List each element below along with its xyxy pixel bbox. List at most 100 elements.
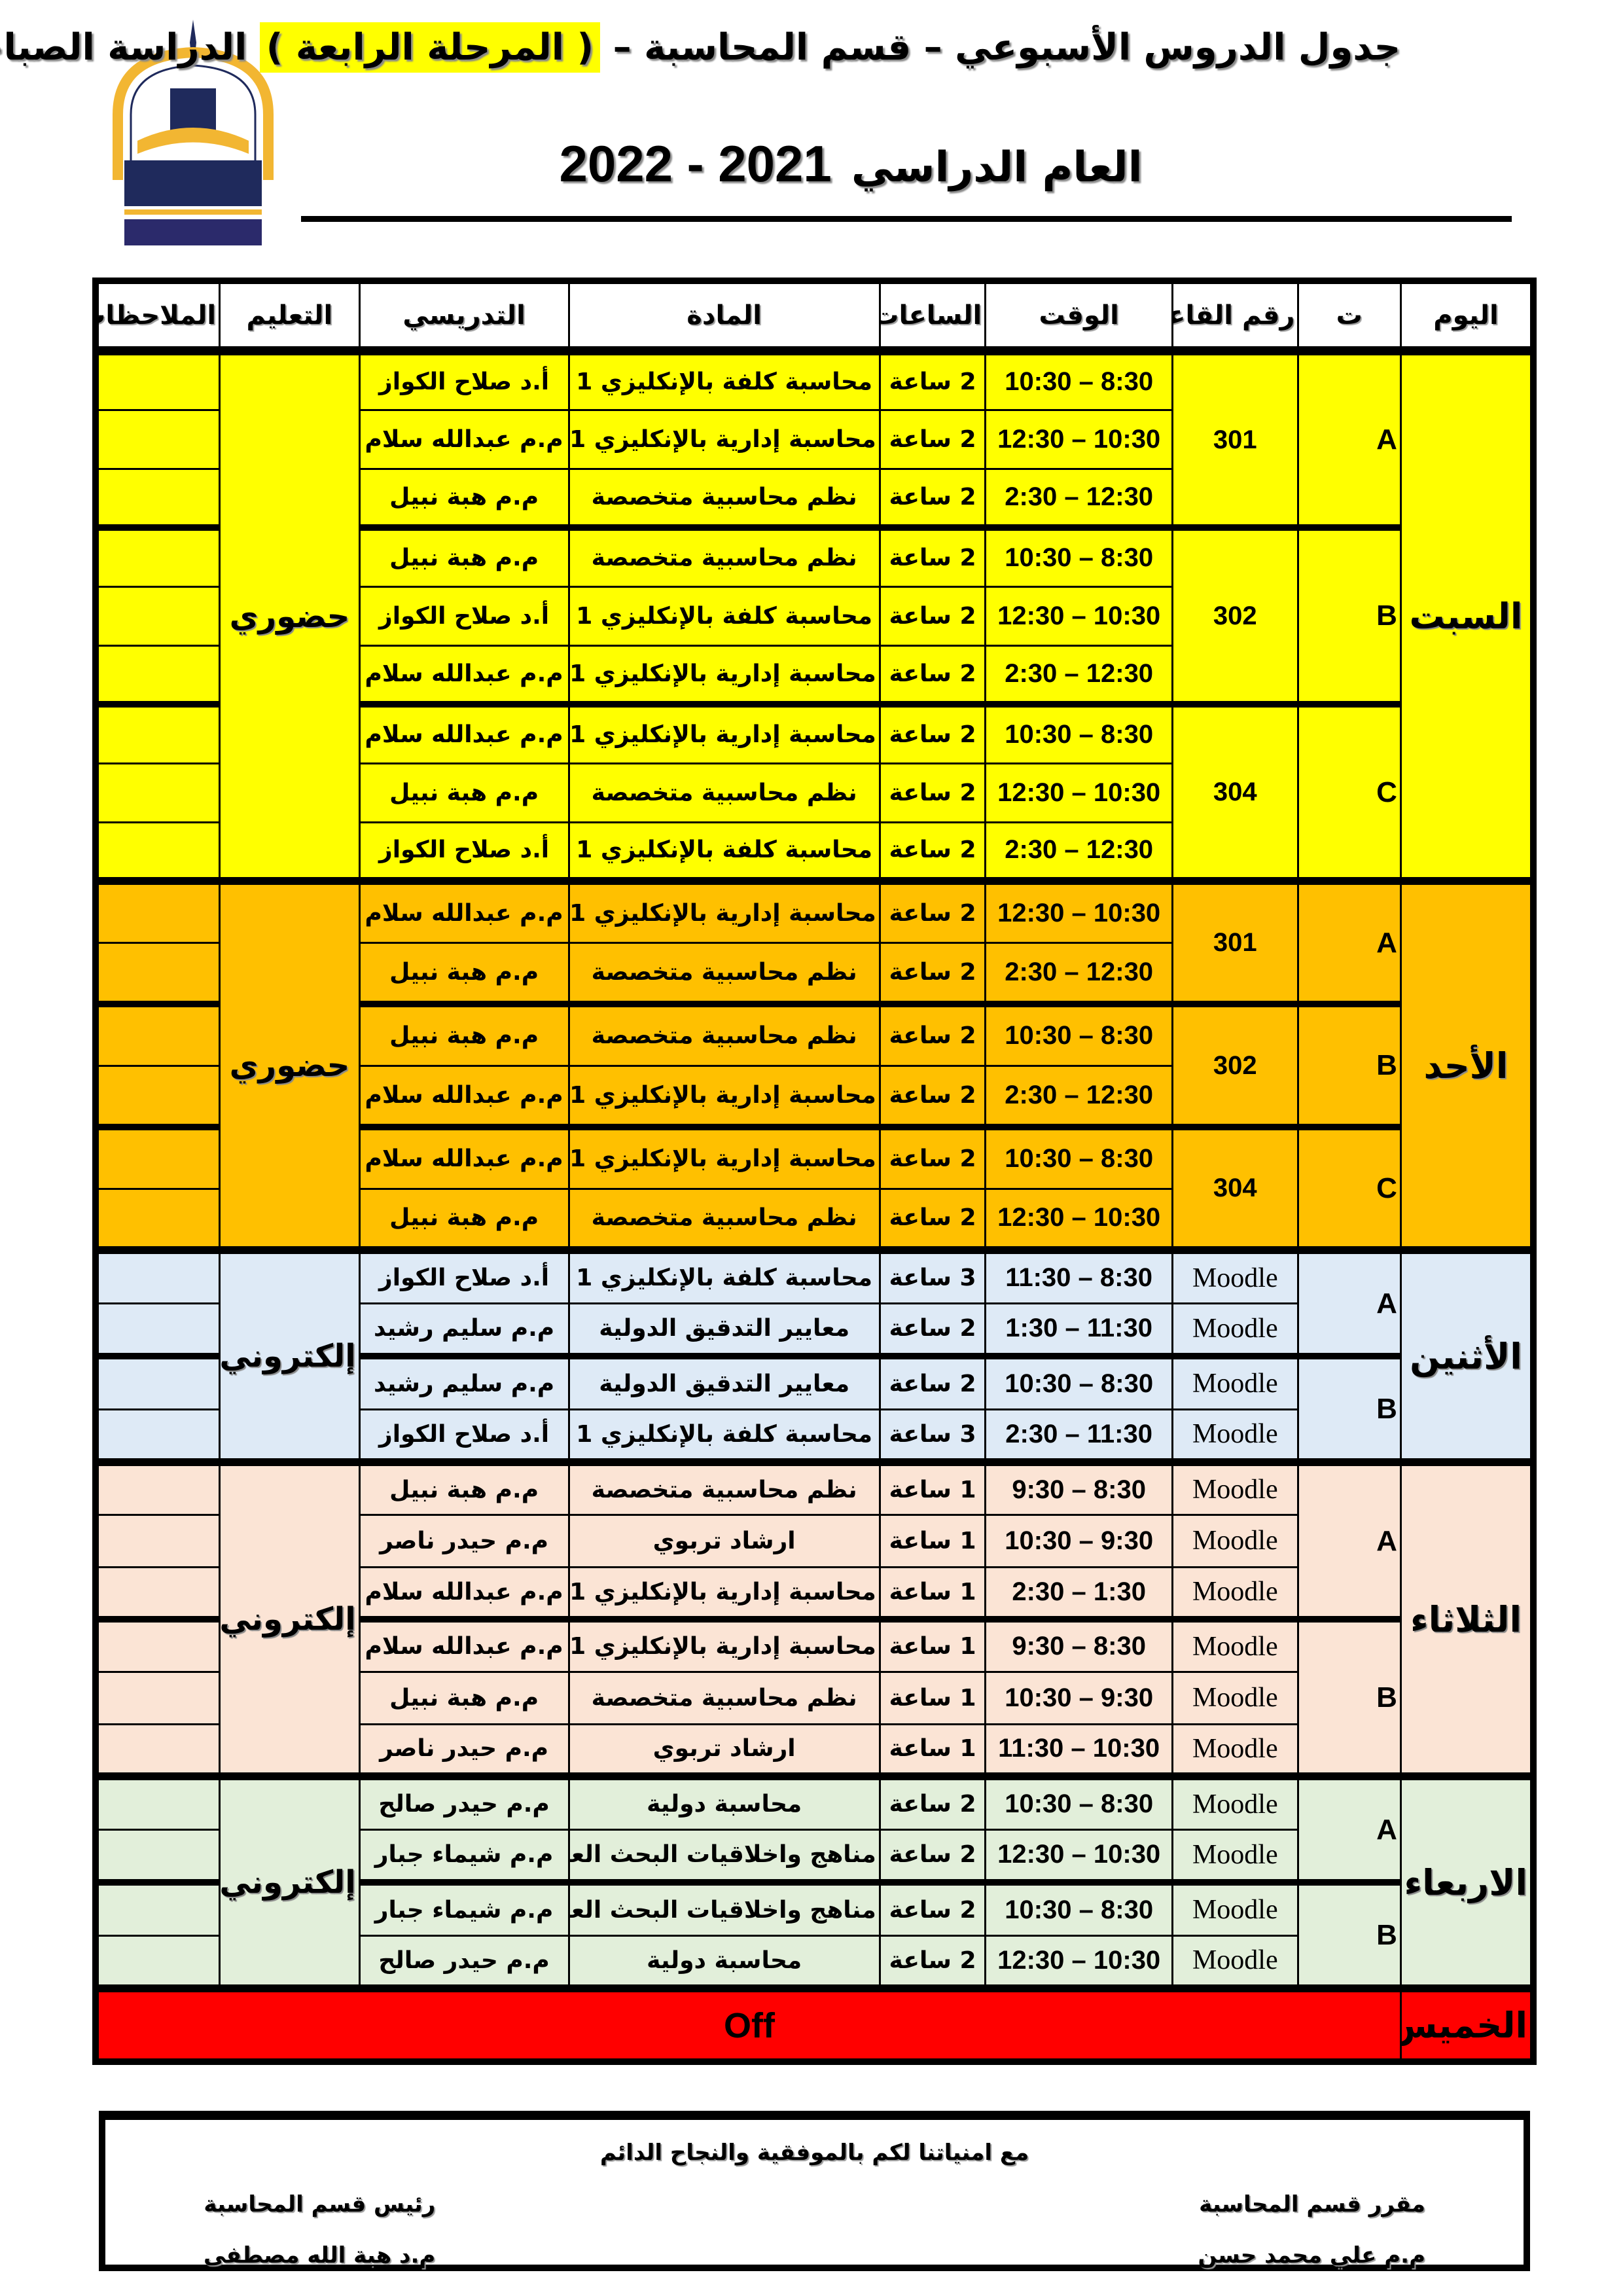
subject-name: معايير التدقيق الدولية [567,1302,881,1357]
teacher-name: م.م هبة نبيل [358,1670,570,1725]
time-slot: 12:30 – 2:30 [984,644,1174,706]
class-label: Class A [1296,1246,1402,1357]
subject-name: ارشاد تربوي [567,1723,881,1778]
subject-name: نظم محاسبية متخصصة [567,941,881,1005]
class-label: Class B [1296,1616,1402,1778]
hours-count: 1 ساعة [878,1616,987,1673]
time-slot: 8:30 – 10:30 [984,1879,1174,1937]
hours-count: 2 ساعة [878,1828,987,1884]
subject-name: محاسبة إدارية بالإنكليزي 1 [567,408,881,470]
column-header-subject: المادة [567,279,881,355]
notes-cell [94,1246,221,1304]
right-signer-title: مقرر قسم المحاسبة [1199,2191,1425,2217]
table-row: Moodle 11:30 – 1:30 2 ساعة معايير التدقيق ا… [94,1302,1533,1357]
hours-count: 3 ساعة [878,1246,987,1304]
time-slot: 8:30 – 10:30 [984,347,1174,411]
subject-name: محاسبة كلفة بالإنكليزي 1 [567,347,881,411]
room-number: 304 [1171,701,1299,882]
hours-count: 2 ساعة [878,467,987,529]
notes-cell [94,877,221,944]
hours-count: 2 ساعة [878,1879,987,1937]
time-slot: 8:30 – 9:30 [984,1616,1174,1673]
day-label: الخميس [1399,1984,1535,2063]
time-slot: 10:30 – 12:30 [984,1828,1174,1884]
subject-name: محاسبة كلفة بالإنكليزي 1 [567,585,881,647]
subject-name: محاسبة كلفة بالإنكليزي 1 [567,1408,881,1463]
teacher-name: أ.د صلاح الكواز [358,347,570,411]
page-title: جدول الدروس الأسبوعي – قسم المحاسبة – ( … [0,22,1400,73]
hours-count: 1 ساعة [878,1566,987,1621]
notes-cell [94,1934,221,1990]
subject-name: محاسبة إدارية بالإنكليزي 1 [567,1566,881,1621]
time-slot: 12:30 – 2:30 [984,941,1174,1005]
teacher-name: م.م عبدالله سلام [358,877,570,944]
hours-count: 2 ساعة [878,644,987,706]
room-moodle: Moodle [1171,1772,1299,1831]
teacher-name: م.م شيماء جبار [358,1828,570,1884]
hours-count: 2 ساعة [878,877,987,944]
hours-count: 2 ساعة [878,941,987,1005]
notes-cell [94,1828,221,1884]
class-label: Class A [1296,877,1402,1005]
subject-name: محاسبة إدارية بالإنكليزي 1 [567,644,881,706]
room-number: 304 [1171,1124,1299,1251]
notes-cell [94,1302,221,1357]
teacher-name: م.م هبة نبيل [358,762,570,823]
notes-cell [94,1064,221,1128]
time-slot: 1:30 – 2:30 [984,1566,1174,1621]
time-slot: 8:30 – 10:30 [984,1353,1174,1410]
academic-year-value: 2021 - 2022 [559,135,832,192]
hours-count: 2 ساعة [878,701,987,764]
time-slot: 10:30 – 12:30 [984,877,1174,944]
room-moodle: Moodle [1171,1723,1299,1778]
teaching-mode: حضوري [219,347,361,882]
teacher-name: م.م حيدر ناصر [358,1723,570,1778]
left-signer-name: م.د هبة الله مصطفى [204,2242,436,2269]
notes-cell [94,1353,221,1410]
day-label: الأحد [1399,877,1535,1251]
column-header-mode: التعليم [219,279,361,355]
teacher-name: م.م حيدر ناصر [358,1513,570,1568]
time-slot: 12:30 – 2:30 [984,821,1174,882]
time-slot: 8:30 – 10:30 [984,1124,1174,1190]
teacher-name: أ.د صلاح الكواز [358,1408,570,1463]
class-label: Class A [1296,347,1402,529]
subject-name: مناهج واخلاقيات البحث العلمي [567,1879,881,1937]
notes-cell [94,585,221,647]
time-slot: 10:30 – 12:30 [984,1187,1174,1251]
notes-cell [94,644,221,706]
day-label: الأثنين [1399,1246,1535,1463]
column-header-teacher: التدريسي [358,279,570,355]
hours-count: 3 ساعة [878,1408,987,1463]
column-header-notes: الملاحظات [94,279,221,355]
notes-cell [94,701,221,764]
teacher-name: م.م عبدالله سلام [358,644,570,706]
signature-left: رئيس قسم المحاسبة م.د هبة الله مصطفى [204,2179,435,2281]
notes-cell [94,762,221,823]
subject-name: محاسبة إدارية بالإنكليزي 1 [567,701,881,764]
subject-name: نظم محاسبية متخصصة [567,1001,881,1067]
room-moodle: Moodle [1171,1458,1299,1516]
notes-cell [94,1670,221,1725]
time-slot: 10:30 – 12:30 [984,408,1174,470]
time-slot: 11:30 – 2:30 [984,1408,1174,1463]
column-header-room: رقم القاعة [1171,279,1299,355]
class-label: Class A [1296,1458,1402,1621]
right-signer-name: م.م علي محمد حسن [1198,2242,1425,2269]
time-slot: 9:30 – 10:30 [984,1513,1174,1568]
hours-count: 2 ساعة [878,762,987,823]
notes-cell [94,524,221,588]
time-slot: 8:30 – 10:30 [984,1772,1174,1831]
notes-cell [94,347,221,411]
room-number: 302 [1171,524,1299,706]
class-label: Class B [1296,524,1402,706]
teacher-name: أ.د صلاح الكواز [358,821,570,882]
room-moodle: Moodle [1171,1246,1299,1304]
hours-count: 2 ساعة [878,1302,987,1357]
teacher-name: م.م شيماء جبار [358,1879,570,1937]
title-study-type: الدراسة الصباحية [0,26,247,69]
teacher-name: م.م سليم رشيد [358,1302,570,1357]
